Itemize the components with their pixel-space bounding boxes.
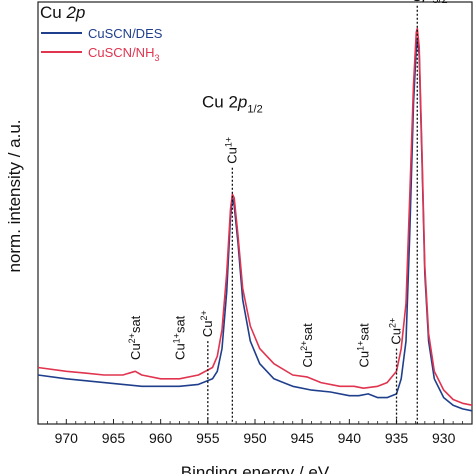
reference-label-base-2: Cu	[389, 328, 404, 345]
satellite-label-sup-3: 1+	[356, 341, 366, 351]
satellite-label-1: Cu1+sat	[172, 315, 188, 360]
reference-label-2: Cu2+	[388, 318, 404, 345]
legend: CuSCN/DES CuSCN/NH3	[41, 26, 163, 63]
satellite-label-sup-1: 1+	[172, 333, 182, 343]
x-tick-label-950: 950	[243, 430, 267, 446]
x-tick-label-965: 965	[102, 430, 126, 446]
peak-title-0: Cu 2p1/2	[202, 93, 263, 116]
legend-label-des: CuSCN/DES	[88, 26, 163, 41]
satellite-label-0: Cu2+sat	[127, 315, 143, 360]
series-line-1	[37, 27, 473, 406]
panel-label-italic: 2p	[65, 3, 85, 22]
x-tick-label-970: 970	[55, 430, 79, 446]
reference-label-base-3: Cu	[409, 0, 424, 2]
axes-frame	[37, 1, 473, 425]
satellite-label-tail-1: sat	[173, 315, 188, 333]
x-tick-label-935: 935	[385, 430, 409, 446]
satellite-label-tail-0: sat	[128, 315, 143, 333]
reference-label-sup-2: 2+	[388, 318, 398, 328]
reference-label-base-0: Cu	[200, 320, 215, 337]
series-line-0	[37, 38, 473, 412]
x-tick-label-930: 930	[432, 430, 456, 446]
y-axis-title: norm. intensity / a.u.	[5, 119, 24, 272]
satellite-label-base-3: Cu	[357, 351, 372, 368]
peak-title-base-0: Cu 2	[202, 93, 238, 112]
legend-label-nh3: CuSCN/NH3	[88, 45, 159, 63]
satellite-label-sup-0: 2+	[127, 333, 137, 343]
reference-label-1: Cu1+	[223, 137, 239, 164]
satellite-label-tail-2: sat	[300, 323, 315, 341]
x-tick-label-960: 960	[149, 430, 173, 446]
peak-title-sub-1: 3/2	[432, 0, 447, 6]
panel-label-base: Cu	[40, 3, 66, 22]
satellite-label-base-2: Cu	[300, 351, 315, 368]
satellite-label-base-0: Cu	[128, 343, 143, 360]
legend-label-nh3-base: CuSCN/NH	[88, 45, 154, 60]
reference-label-base-1: Cu	[224, 147, 239, 164]
reference-label-3: Cu1+	[408, 0, 424, 2]
x-tick-label-945: 945	[290, 430, 314, 446]
x-tick-label-940: 940	[338, 430, 362, 446]
satellite-label-tail-3: sat	[357, 323, 372, 341]
peak-title-1: Cu 2p3/2	[387, 0, 448, 6]
satellite-label-2: Cu2+sat	[299, 323, 315, 368]
panel-label: Cu 2p	[40, 3, 85, 22]
peak-title-base-1: Cu 2	[387, 0, 423, 2]
satellite-label-3: Cu1+sat	[356, 323, 372, 368]
x-tick-label-955: 955	[196, 430, 220, 446]
satellite-label-base-1: Cu	[173, 343, 188, 360]
reference-label-sup-1: 1+	[223, 137, 233, 147]
plot-area: 970 965 960 955 950 945 940 935 930Cu2+Cu1+Cu2+C…	[37, 0, 473, 446]
x-axis-title: Binding energy / eV	[181, 463, 330, 474]
peak-title-sub-0: 1/2	[247, 104, 262, 116]
reference-label-sup-0: 2+	[199, 310, 209, 320]
peak-title-italic-0: p	[237, 93, 247, 112]
reference-label-0: Cu2+	[199, 310, 215, 337]
peak-title-italic-1: p	[422, 0, 432, 2]
satellite-label-sup-2: 2+	[299, 341, 309, 351]
legend-label-nh3-sub: 3	[154, 53, 159, 63]
